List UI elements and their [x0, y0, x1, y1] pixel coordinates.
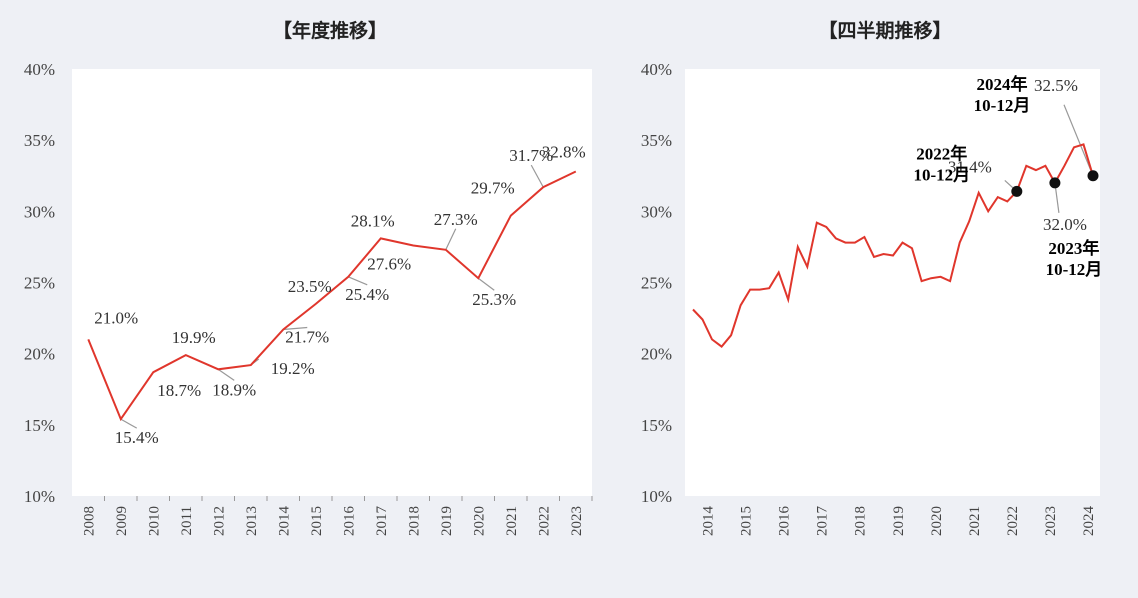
right-x-tick-label: 2020 [929, 506, 945, 536]
left-x-tick-label: 2013 [244, 506, 260, 536]
right-highlight-marker [1087, 170, 1099, 182]
right-x-tick-label: 2023 [1043, 506, 1059, 536]
left-x-tick-label: 2008 [81, 506, 97, 536]
right-x-tick-label: 2014 [700, 506, 716, 537]
left-leader-line [445, 228, 457, 251]
left-data-label: 27.6% [367, 254, 411, 273]
left-data-label: 28.1% [351, 211, 395, 230]
left-data-label: 25.4% [345, 285, 389, 304]
right-series-line [692, 143, 1094, 348]
right-date-label: 2023年 [1048, 238, 1099, 258]
left-data-label: 21.7% [285, 327, 329, 346]
right-x-tick-label: 2019 [891, 506, 907, 536]
left-leader-line [283, 326, 308, 331]
right-x-tick-label: 2022 [1005, 506, 1021, 536]
left-y-tick-label: 10% [24, 487, 55, 506]
right-date-label: 10-12月 [974, 96, 1031, 115]
right-x-tick-label: 2024 [1081, 506, 1097, 537]
right-y-tick-label: 10% [641, 487, 672, 506]
right-chart-title: 【四半期推移】 [818, 19, 951, 42]
left-y-tick-label: 35% [24, 131, 55, 150]
left-data-label: 27.3% [434, 210, 478, 229]
left-x-tick-label: 2018 [406, 506, 422, 536]
left-data-label: 21.0% [94, 308, 138, 327]
left-data-label: 32.8% [542, 142, 586, 161]
right-y-tick-label: 40% [641, 60, 672, 79]
left-data-label: 25.3% [472, 290, 516, 309]
right-x-tick-label: 2015 [738, 506, 754, 536]
right-value-label: 31.4% [948, 157, 992, 176]
left-data-label: 19.2% [271, 359, 315, 378]
left-x-tick-label: 2009 [114, 506, 130, 536]
left-leader-line [120, 418, 138, 429]
right-plot-area [685, 69, 1100, 496]
left-data-label: 15.4% [115, 428, 159, 447]
left-leader-line [217, 368, 235, 381]
left-x-tick-label: 2014 [276, 506, 292, 537]
right-y-tick-label: 15% [641, 416, 672, 435]
left-y-tick-label: 30% [24, 202, 55, 221]
right-date-label: 2022年 [916, 143, 967, 163]
right-y-tick-label: 25% [641, 274, 672, 293]
left-data-label: 23.5% [288, 277, 332, 296]
left-x-tick-label: 2017 [374, 506, 390, 537]
left-data-label: 29.7% [471, 179, 515, 198]
right-x-tick-label: 2018 [853, 506, 869, 536]
left-series-line [87, 170, 577, 422]
left-x-tick-label: 2015 [309, 506, 325, 536]
left-y-tick-label: 40% [24, 60, 55, 79]
right-highlight-marker [1049, 177, 1061, 189]
left-chart-title: 【年度推移】 [273, 19, 387, 42]
left-x-tick-label: 2010 [146, 506, 162, 536]
left-data-label: 31.7% [509, 146, 553, 165]
right-date-label: 10-12月 [913, 165, 970, 184]
right-x-tick-label: 2017 [815, 506, 831, 537]
right-x-tick-label: 2021 [967, 506, 983, 536]
right-y-tick-label: 20% [641, 345, 672, 364]
left-x-tick-label: 2019 [439, 506, 455, 536]
right-value-label: 32.5% [1034, 76, 1078, 95]
right-y-tick-label: 35% [641, 131, 672, 150]
left-x-tick-label: 2020 [471, 506, 487, 536]
left-y-tick-label: 25% [24, 274, 55, 293]
right-value-label: 32.0% [1043, 215, 1087, 234]
right-date-label: 2024年 [977, 74, 1028, 94]
left-leader-line [348, 276, 368, 286]
left-x-tick-label: 2022 [536, 506, 552, 536]
right-highlight-marker [1011, 185, 1023, 197]
left-x-tick-label: 2012 [211, 506, 227, 536]
left-plot-area [72, 69, 592, 496]
left-data-label: 19.9% [172, 328, 216, 347]
left-leader-line [530, 164, 544, 188]
right-y-tick-label: 30% [641, 202, 672, 221]
left-x-tick-label: 2021 [504, 506, 520, 536]
right-date-label: 10-12月 [1046, 260, 1103, 279]
left-x-tick-label: 2011 [179, 506, 195, 535]
left-leader-line [477, 277, 495, 291]
left-x-tick-label: 2016 [341, 506, 357, 537]
left-x-tick-label: 2023 [569, 506, 585, 536]
left-y-tick-label: 20% [24, 345, 55, 364]
left-y-tick-label: 15% [24, 416, 55, 435]
left-data-label: 18.9% [212, 380, 256, 399]
left-data-label: 18.7% [157, 381, 201, 400]
right-leader-line [1063, 104, 1094, 176]
right-x-tick-label: 2016 [776, 506, 792, 537]
